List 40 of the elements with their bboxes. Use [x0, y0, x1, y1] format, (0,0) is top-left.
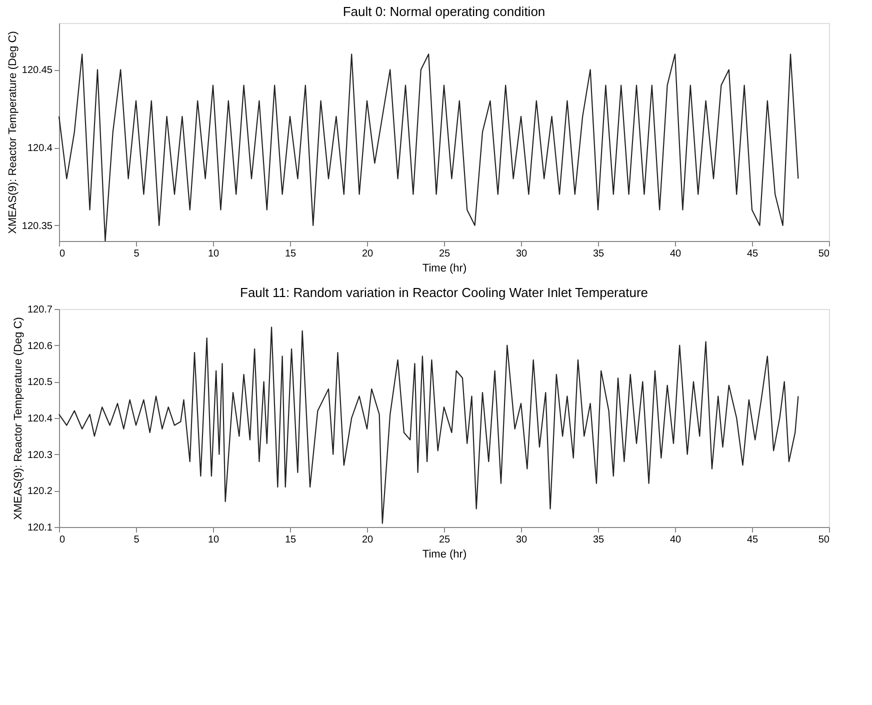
- x-tick-label: 5: [134, 248, 140, 260]
- y-tick-label: 120.35: [22, 220, 53, 232]
- x-tick-label: 45: [746, 248, 758, 260]
- x-tick-label: 40: [670, 248, 682, 260]
- x-tick-label: 0: [60, 534, 66, 546]
- x-tick-label: 20: [362, 248, 374, 260]
- y-tick-label: 120.3: [27, 450, 53, 461]
- x-tick-label: 35: [592, 534, 604, 546]
- x-tick-label: 20: [362, 534, 374, 546]
- x-tick-label: 25: [438, 248, 450, 260]
- chart-title: Fault 11: Random variation in Reactor Cooling Water Inlet Temperature: [240, 285, 648, 300]
- y-tick-label: 120.4: [27, 414, 53, 424]
- x-tick-label: 25: [438, 534, 450, 546]
- x-tick-label: 50: [818, 248, 830, 260]
- x-tick-label: 10: [208, 248, 220, 260]
- line-series: [58, 326, 799, 524]
- y-tick-label: 120.1: [27, 522, 53, 534]
- x-tick-label: 5: [134, 534, 140, 546]
- x-tick-label: 0: [60, 248, 66, 260]
- y-axis-title: XMEAS(9): Reactor Temperature (Deg C): [12, 317, 24, 520]
- y-tick-label: 120.7: [27, 304, 53, 316]
- chart-title: Fault 0: Normal operating condition: [342, 4, 546, 19]
- y-axis-title: XMEAS(9): Reactor Temperature (Deg C): [6, 31, 19, 234]
- x-tick-label: 40: [670, 534, 682, 546]
- y-tick-label: 120.4: [27, 143, 53, 154]
- y-tick-label: 120.2: [27, 486, 53, 498]
- y-tick-label: 120.45: [22, 65, 53, 76]
- x-tick-label: 15: [284, 248, 296, 260]
- x-tick-label: 30: [516, 534, 528, 546]
- x-tick-label: 35: [592, 248, 604, 260]
- x-axis-title: Time (hr): [422, 262, 467, 274]
- x-tick-label: 30: [516, 248, 528, 260]
- x-tick-label: 10: [208, 534, 220, 546]
- x-axis-title: Time (hr): [422, 548, 467, 560]
- y-tick-label: 120.5: [27, 377, 53, 388]
- line-series: [58, 54, 799, 242]
- x-tick-label: 50: [818, 534, 830, 546]
- x-tick-label: 45: [746, 534, 758, 546]
- y-tick-label: 120.6: [27, 340, 53, 352]
- x-tick-label: 15: [284, 534, 296, 546]
